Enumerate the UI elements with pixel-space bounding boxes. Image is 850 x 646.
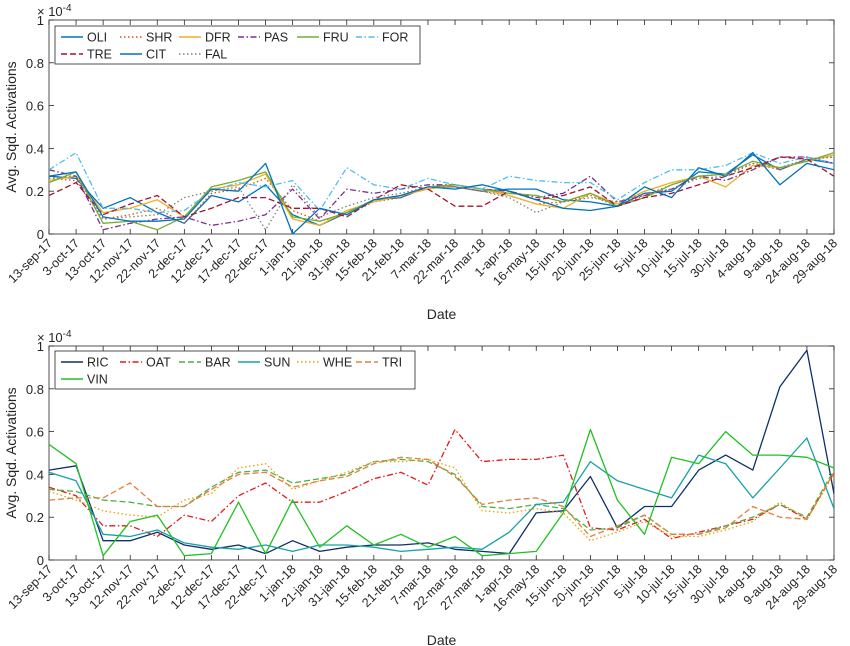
chart0-legend-label-dfr: DFR [205, 31, 231, 45]
chart0-ytick-label: 0.2 [26, 184, 44, 199]
chart1-ytick-label: 1 [37, 339, 44, 354]
chart1-ytick-label: 0 [37, 553, 44, 568]
chart1-legend: RIC OAT BAR SUN WHE TRI VIN [54, 350, 416, 390]
chart1-legend-label-oat: OAT [146, 356, 171, 370]
chart0-legend-box [54, 25, 421, 65]
chart0-legend-label-fru: FRU [323, 31, 349, 45]
chart0-ytick-label: 1 [37, 13, 44, 28]
chart0-ytick-label: 0.4 [26, 141, 44, 156]
chart0-exponent-label: × 10-4 [37, 3, 72, 19]
chart1-ytick-label: 0.8 [26, 382, 44, 397]
chart1-series-line-whe [49, 458, 834, 542]
chart1-series-line-oat [49, 428, 834, 540]
chart1-legend-label-vin: VIN [87, 373, 108, 387]
chart0-y-axis-label: Avg. Sqd. Activations [3, 61, 19, 192]
chart0-legend-label-oli: OLI [87, 31, 107, 45]
chart0-legend-label-fal: FAL [205, 48, 227, 62]
chart1-legend-label-whe: WHE [323, 356, 352, 370]
chart1-legend-label-bar: BAR [205, 356, 231, 370]
chart1-legend-label-ric: RIC [87, 356, 109, 370]
chart0-x-axis-label: Date [427, 306, 457, 322]
chart1-legend-label-tri: TRI [382, 356, 402, 370]
chart1-legend-box [54, 350, 416, 390]
chart0-legend-label-for: FOR [382, 31, 408, 45]
chart1-exponent-label: × 10-4 [37, 329, 72, 345]
chart1-series-line-sun [49, 437, 834, 553]
chart0-series-line-tre [49, 156, 834, 218]
chart1-series-line-ric [49, 349, 834, 555]
chart1-ytick-label: 0.4 [26, 467, 44, 482]
chart0-legend-label-tre: TRE [87, 48, 112, 62]
chart0-ytick-label: 0.8 [26, 56, 44, 71]
chart0-legend-label-cit: CIT [146, 48, 167, 62]
chart1-legend-label-sun: SUN [264, 356, 290, 370]
chart0-series-line-cit [49, 152, 834, 235]
chart-panel-bottom: 00.20.40.60.81× 10-413-sep-173-oct-1713-… [3, 329, 840, 646]
chart0-legend: OLI SHR DFR PAS FRU FOR TRE CIT FAL [54, 25, 421, 65]
chart1-ytick-label: 0.2 [26, 510, 44, 525]
chart1-y-axis-label: Avg. Sqd. Activations [3, 387, 19, 518]
chart1-series-line-tri [49, 456, 834, 538]
chart0-legend-label-pas: PAS [264, 31, 288, 45]
chart1-x-axis-label: Date [427, 632, 457, 646]
chart0-ytick-label: 0 [37, 227, 44, 242]
chart0-ytick-label: 0.6 [26, 99, 44, 114]
chart0-series-line-pas [49, 156, 834, 231]
chart1-series-line-vin [49, 428, 834, 557]
chart-panel-top: 00.20.40.60.81× 10-413-sep-173-oct-1713-… [3, 3, 840, 322]
chart0-legend-label-shr: SHR [146, 31, 172, 45]
chart1-ytick-label: 0.6 [26, 425, 44, 440]
